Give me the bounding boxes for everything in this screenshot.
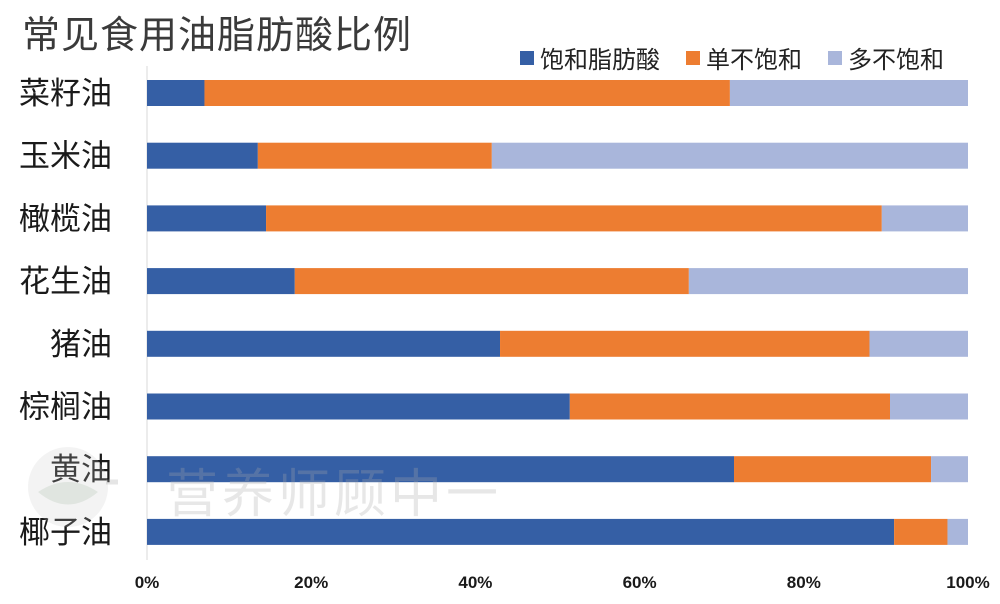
bar-segment-poly [931, 456, 968, 483]
bar-segment-poly [890, 393, 968, 420]
category-label: 橄榄油 [19, 201, 112, 237]
bar-segment-poly [491, 142, 968, 169]
legend: 饱和脂肪酸 单不饱和 多不饱和 [520, 40, 944, 75]
x-tick-label: 60% [623, 573, 657, 592]
bar-segment-poly [688, 268, 968, 295]
legend-swatch-poly [828, 50, 842, 65]
bar-segment-saturated [147, 330, 501, 357]
category-label: 棕榈油 [19, 390, 112, 426]
x-tick-label: 20% [294, 573, 328, 592]
legend-item-saturated: 饱和脂肪酸 [520, 40, 660, 75]
category-label: 玉米油 [19, 139, 112, 175]
x-tick-label: 40% [458, 573, 492, 592]
legend-swatch-saturated [520, 50, 534, 65]
bar-segment-mono [500, 330, 870, 357]
category-label: 菜籽油 [19, 76, 112, 112]
bar-segment-mono [894, 518, 948, 545]
legend-item-mono: 单不饱和 [686, 40, 802, 75]
bar-segment-saturated [147, 518, 895, 545]
bar-segment-mono [569, 393, 891, 420]
bar-segment-poly [869, 330, 968, 357]
bar-segment-saturated [147, 205, 267, 232]
bar-segment-saturated [147, 142, 258, 169]
bar-segment-mono [204, 80, 730, 106]
bar-segment-mono [734, 456, 932, 483]
bar-segment-saturated [147, 80, 205, 106]
bar-segment-mono [294, 268, 689, 295]
bar-segment-saturated [147, 268, 295, 295]
bar-segment-poly [729, 80, 968, 106]
bar-segment-mono [266, 205, 882, 232]
bar-segment-mono [257, 142, 492, 169]
category-label: 猪油 [50, 327, 112, 363]
category-label: 椰子油 [19, 515, 112, 551]
bar-segment-saturated [147, 393, 570, 420]
x-tick-label: 80% [787, 573, 821, 592]
category-label: 黄油 [50, 452, 112, 488]
category-label: 花生油 [19, 264, 112, 300]
x-tick-label: 0% [135, 573, 160, 592]
legend-label-saturated: 饱和脂肪酸 [540, 46, 660, 74]
legend-swatch-mono [686, 50, 700, 65]
x-tick-label: 100% [946, 573, 989, 592]
bar-segment-poly [881, 205, 968, 232]
chart-title: 常见食用油脂肪酸比例 [22, 13, 413, 57]
bar-segment-poly [947, 518, 968, 545]
bar-segment-saturated [147, 456, 735, 483]
legend-label-mono: 单不饱和 [706, 46, 802, 74]
legend-label-poly: 多不饱和 [848, 46, 944, 74]
legend-item-poly: 多不饱和 [828, 40, 944, 75]
